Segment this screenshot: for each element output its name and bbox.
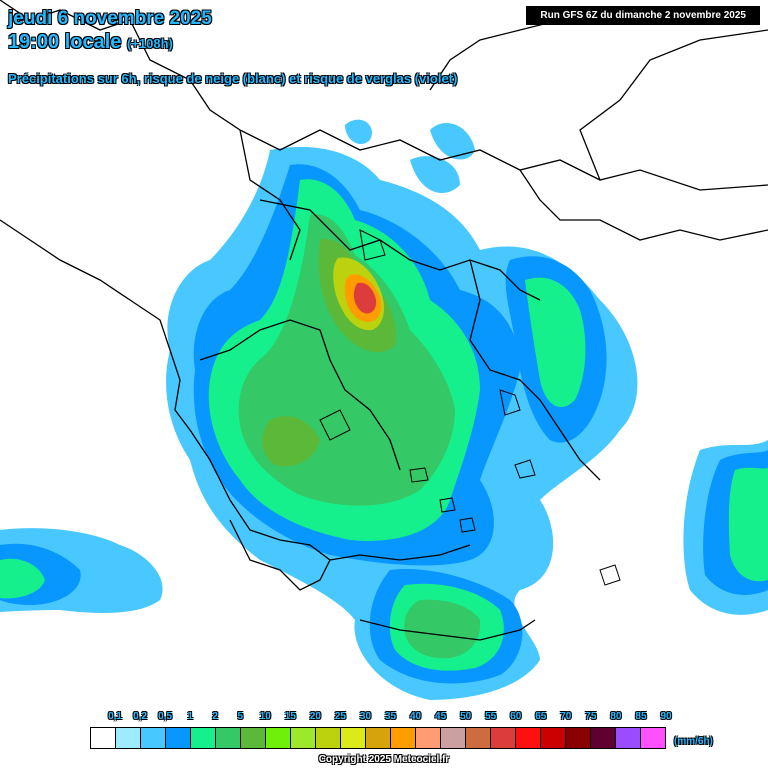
legend-swatch	[391, 728, 416, 748]
legend-swatch	[191, 728, 216, 748]
legend-tick: 75	[585, 711, 597, 722]
forecast-lead: (+108h)	[126, 36, 173, 51]
legend-tick: 15	[284, 711, 296, 722]
coastlines	[0, 0, 768, 641]
legend-swatch	[341, 728, 366, 748]
legend-tick: 40	[410, 711, 422, 722]
legend-swatch	[641, 728, 665, 748]
legend-swatch	[141, 728, 166, 748]
legend-tick: 1	[187, 711, 193, 722]
legend-swatch	[491, 728, 516, 748]
map-subtitle: Précipitations sur 6h, risque de neige (…	[8, 71, 458, 86]
legend-ticks: 0,1 0,2 0,5 1 2 5 10 15 20 25 30 35 40 45 50 55 60 65 70 75…	[90, 711, 671, 727]
legend-swatch	[541, 728, 566, 748]
legend-tick: 55	[485, 711, 497, 722]
legend-swatch	[591, 728, 616, 748]
color-legend: 0,1 0,2 0,5 1 2 5 10 15 20 25 30 35 40 45 50 55 60 65 70 75…	[90, 711, 672, 749]
legend-tick: 70	[560, 711, 572, 722]
legend-tick: 0,1	[108, 711, 122, 722]
legend-tick: 80	[610, 711, 622, 722]
legend-tick: 2	[212, 711, 218, 722]
legend-swatch	[316, 728, 341, 748]
legend-swatch	[241, 728, 266, 748]
legend-swatch	[566, 728, 591, 748]
forecast-time-value: 19:00 locale	[8, 31, 122, 53]
legend-swatch	[441, 728, 466, 748]
legend-tick: 25	[334, 711, 346, 722]
legend-tick: 85	[635, 711, 647, 722]
legend-tick: 0,5	[158, 711, 173, 722]
legend-unit: (mm/6h)	[674, 736, 713, 747]
legend-tick: 45	[435, 711, 447, 722]
legend-swatch	[266, 728, 291, 748]
forecast-date: jeudi 6 novembre 2025	[8, 8, 212, 29]
legend-swatch	[466, 728, 491, 748]
legend-tick: 90	[660, 711, 672, 722]
legend-tick: 5	[237, 711, 244, 722]
forecast-time: 19:00 locale (+108h)	[8, 31, 173, 54]
legend-swatch	[616, 728, 641, 748]
legend-tick: 10	[259, 711, 271, 722]
precip-red	[353, 282, 377, 314]
legend-swatch	[216, 728, 241, 748]
legend-swatch	[366, 728, 391, 748]
legend-tick: 30	[359, 711, 372, 722]
legend-swatch	[291, 728, 316, 748]
islands	[319, 229, 621, 586]
legend-swatch	[91, 728, 116, 748]
legend-swatch	[166, 728, 191, 748]
legend-swatch	[516, 728, 541, 748]
run-label: Run GFS 6Z du dimanche 2 novembre 2025	[526, 6, 760, 25]
legend-tick: 65	[535, 711, 547, 722]
legend-tick: 60	[510, 711, 522, 722]
legend-tick: 20	[309, 711, 321, 722]
copyright: Copyright 2025 Meteociel.fr	[318, 754, 450, 765]
legend-tick: 35	[384, 711, 397, 722]
legend-tick: 50	[460, 711, 472, 722]
legend-swatch	[416, 728, 441, 748]
legend-bar	[90, 727, 666, 749]
legend-tick: 0,2	[133, 711, 148, 722]
legend-swatch	[116, 728, 141, 748]
